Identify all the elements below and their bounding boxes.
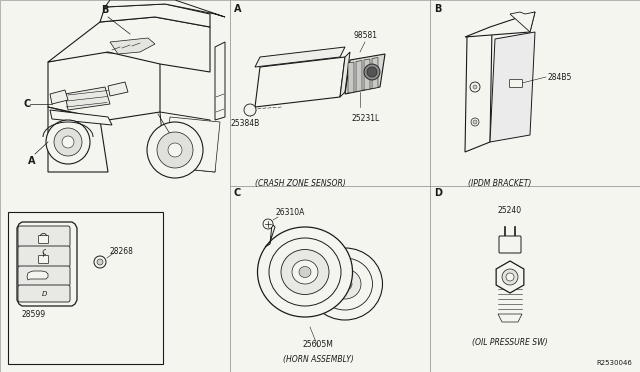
Polygon shape xyxy=(498,314,522,322)
Text: 25231L: 25231L xyxy=(352,114,380,123)
Circle shape xyxy=(94,256,106,268)
Text: (IPDΜ BRACKET): (IPDΜ BRACKET) xyxy=(468,179,532,188)
Ellipse shape xyxy=(299,266,311,278)
Polygon shape xyxy=(255,47,345,67)
Circle shape xyxy=(470,82,480,92)
FancyBboxPatch shape xyxy=(499,236,521,253)
Circle shape xyxy=(364,64,380,80)
Text: 25240: 25240 xyxy=(498,206,522,215)
Polygon shape xyxy=(108,82,128,96)
Circle shape xyxy=(502,269,518,285)
Polygon shape xyxy=(105,0,225,17)
Circle shape xyxy=(46,120,90,164)
FancyBboxPatch shape xyxy=(18,226,70,247)
Text: D: D xyxy=(42,291,47,296)
Ellipse shape xyxy=(292,260,318,284)
Polygon shape xyxy=(265,224,275,247)
Polygon shape xyxy=(496,261,524,293)
Polygon shape xyxy=(110,38,155,54)
Text: 26310A: 26310A xyxy=(276,208,305,217)
Circle shape xyxy=(506,273,514,281)
FancyBboxPatch shape xyxy=(509,80,522,87)
Text: 98581: 98581 xyxy=(353,31,377,40)
Polygon shape xyxy=(255,57,345,107)
Polygon shape xyxy=(100,4,210,27)
FancyBboxPatch shape xyxy=(18,266,70,286)
Circle shape xyxy=(263,219,273,229)
Circle shape xyxy=(97,259,103,265)
Polygon shape xyxy=(48,107,108,172)
Text: R2530046: R2530046 xyxy=(596,360,632,366)
Polygon shape xyxy=(510,12,535,32)
Polygon shape xyxy=(50,110,112,125)
Text: (OIL PRESSURE SW): (OIL PRESSURE SW) xyxy=(472,338,548,347)
Text: 28268: 28268 xyxy=(109,247,133,257)
Polygon shape xyxy=(356,61,362,92)
Text: A: A xyxy=(28,156,36,166)
Text: B: B xyxy=(101,5,109,15)
Text: D: D xyxy=(168,137,176,147)
Polygon shape xyxy=(490,32,535,142)
Text: C: C xyxy=(24,99,31,109)
Text: 28599: 28599 xyxy=(22,310,46,319)
Polygon shape xyxy=(345,54,385,94)
Circle shape xyxy=(471,118,479,126)
Text: (HORN ASSEMBLY): (HORN ASSEMBLY) xyxy=(283,355,353,364)
Circle shape xyxy=(157,132,193,168)
FancyBboxPatch shape xyxy=(8,212,163,364)
Text: A: A xyxy=(234,4,241,14)
Ellipse shape xyxy=(269,238,341,306)
Polygon shape xyxy=(17,222,77,306)
Circle shape xyxy=(168,143,182,157)
Polygon shape xyxy=(364,59,370,90)
Ellipse shape xyxy=(329,269,361,299)
Circle shape xyxy=(62,136,74,148)
Polygon shape xyxy=(48,52,160,120)
Polygon shape xyxy=(340,52,350,97)
Polygon shape xyxy=(465,27,492,152)
Text: B: B xyxy=(434,4,442,14)
Polygon shape xyxy=(48,17,210,72)
Ellipse shape xyxy=(317,258,372,310)
Circle shape xyxy=(147,122,203,178)
Circle shape xyxy=(367,67,377,77)
Circle shape xyxy=(54,128,82,156)
Polygon shape xyxy=(348,62,354,93)
FancyBboxPatch shape xyxy=(18,285,70,302)
Ellipse shape xyxy=(281,250,329,295)
Ellipse shape xyxy=(257,227,353,317)
Ellipse shape xyxy=(338,278,352,291)
Polygon shape xyxy=(27,271,48,280)
FancyBboxPatch shape xyxy=(38,235,49,244)
Polygon shape xyxy=(65,87,110,110)
Polygon shape xyxy=(50,90,68,104)
Circle shape xyxy=(244,104,256,116)
Circle shape xyxy=(473,85,477,89)
Text: (CRASH ZONE SENSOR): (CRASH ZONE SENSOR) xyxy=(255,179,346,188)
Polygon shape xyxy=(160,112,215,172)
Text: 284B5: 284B5 xyxy=(548,73,572,81)
Polygon shape xyxy=(465,12,535,37)
FancyBboxPatch shape xyxy=(18,246,70,267)
Polygon shape xyxy=(215,42,225,120)
Text: D: D xyxy=(434,188,442,198)
Circle shape xyxy=(473,120,477,124)
Text: 25605M: 25605M xyxy=(303,340,333,349)
Polygon shape xyxy=(165,117,220,172)
Ellipse shape xyxy=(307,248,383,320)
Text: 25384B: 25384B xyxy=(230,119,260,128)
Polygon shape xyxy=(372,58,378,89)
Text: C: C xyxy=(234,188,241,198)
FancyBboxPatch shape xyxy=(38,256,49,263)
